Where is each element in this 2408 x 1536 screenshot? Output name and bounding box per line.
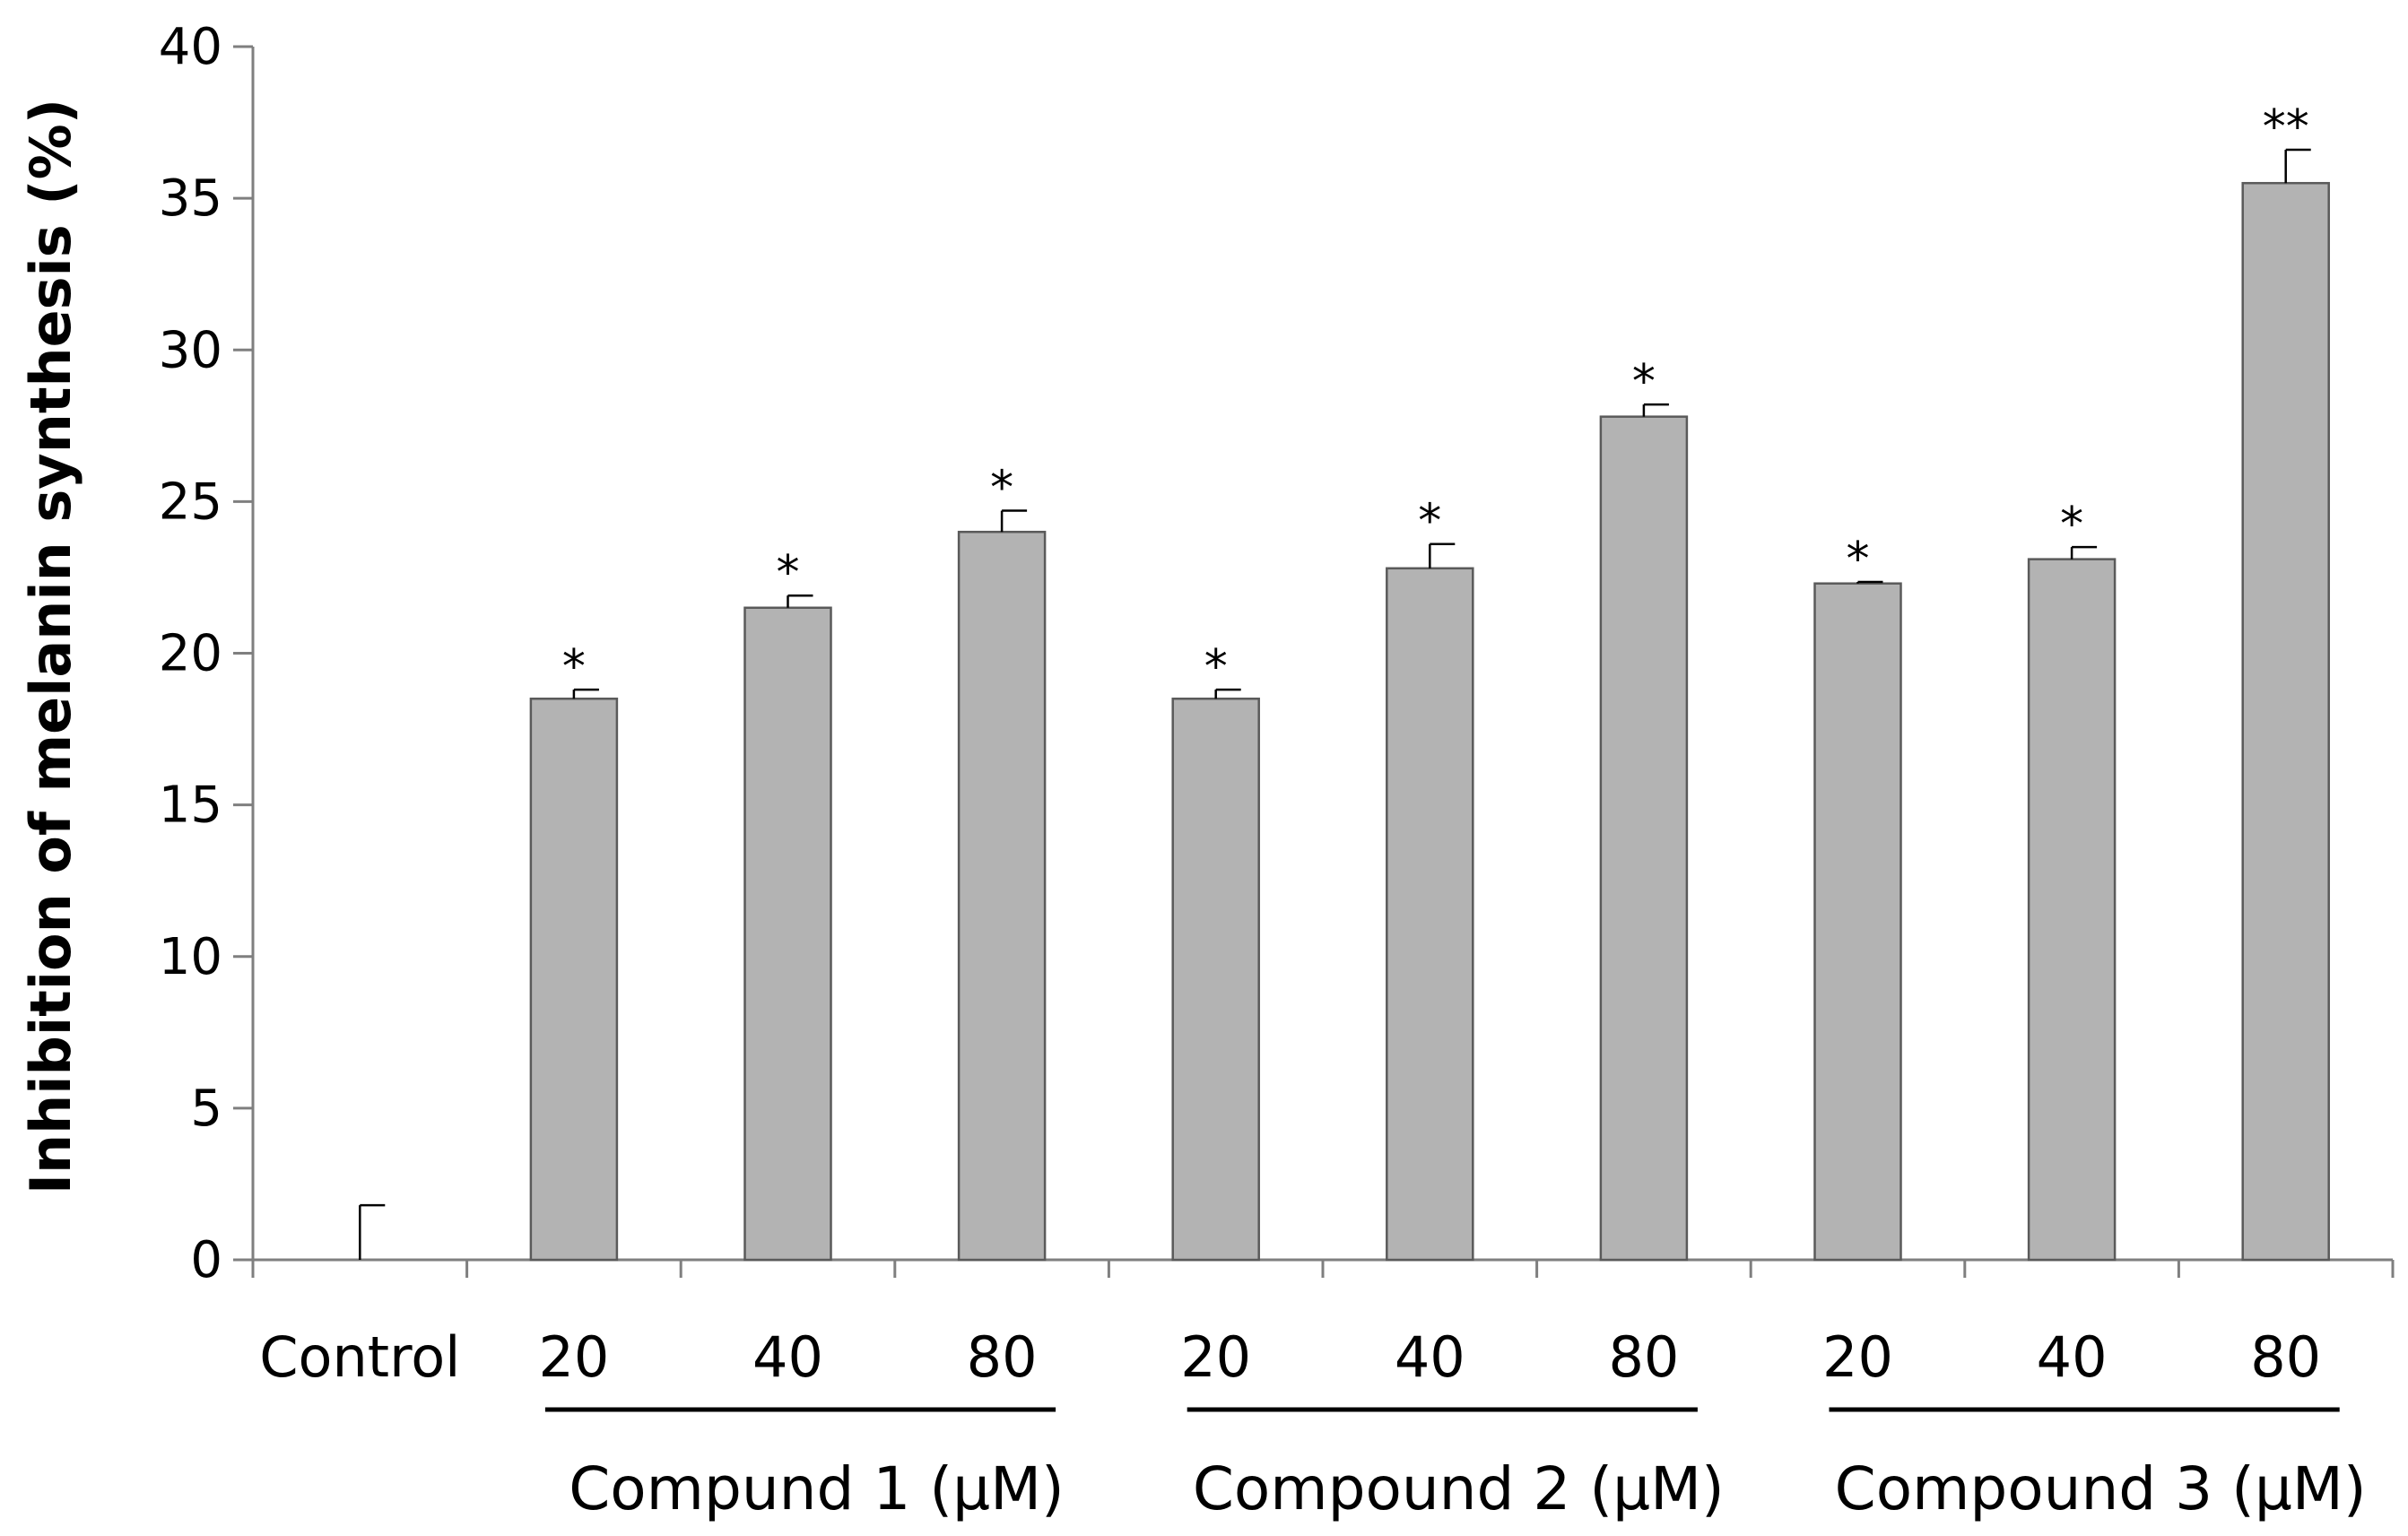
significance-mark: * bbox=[1632, 355, 1656, 409]
y-tick-label: 15 bbox=[159, 777, 222, 835]
category-label: Control bbox=[259, 1324, 460, 1390]
group-label: Compound 3 (μM) bbox=[1835, 1454, 2367, 1523]
category-label: 40 bbox=[752, 1324, 823, 1390]
bar bbox=[1386, 567, 1474, 1262]
bar bbox=[2027, 558, 2117, 1262]
group-label: Compund 1 (μM) bbox=[569, 1454, 1065, 1523]
significance-mark: ** bbox=[2263, 100, 2309, 154]
y-axis-title: Inhibition of melanin synthesis (%) bbox=[18, 99, 83, 1194]
significance-mark: * bbox=[1204, 640, 1228, 694]
significance-mark: * bbox=[990, 462, 1013, 516]
y-tick-label: 35 bbox=[159, 169, 222, 228]
bar bbox=[1813, 582, 1902, 1262]
category-label: 20 bbox=[538, 1324, 609, 1390]
y-tick-label: 5 bbox=[190, 1080, 222, 1138]
significance-mark: * bbox=[562, 640, 586, 694]
bar bbox=[2241, 181, 2330, 1262]
bar bbox=[1599, 415, 1689, 1262]
significance-mark: * bbox=[1418, 495, 1441, 549]
significance-mark: * bbox=[2060, 498, 2083, 551]
significance-mark: * bbox=[777, 546, 800, 600]
bars bbox=[359, 148, 2330, 1262]
category-label: 20 bbox=[1822, 1324, 1893, 1390]
category-label: 40 bbox=[1395, 1324, 1465, 1390]
y-tick-label: 30 bbox=[159, 321, 222, 379]
category-label: 20 bbox=[1180, 1324, 1251, 1390]
group-label: Compound 2 (μM) bbox=[1193, 1454, 1725, 1523]
bar bbox=[529, 697, 619, 1262]
bar bbox=[743, 606, 832, 1262]
category-label: 80 bbox=[967, 1324, 1038, 1390]
category-label: 80 bbox=[1608, 1324, 1679, 1390]
y-tick-label: 0 bbox=[190, 1231, 222, 1289]
y-tick-label: 20 bbox=[159, 625, 222, 683]
y-tick-label: 40 bbox=[159, 18, 222, 76]
significance-mark: * bbox=[1847, 533, 1870, 586]
labels: Control * 20 * 40 * 80 * 20 * 40 * 80 * 20 * 40 ** 80 Compu… bbox=[259, 100, 2366, 1523]
y-tick-label: 10 bbox=[159, 928, 222, 986]
category-label: 40 bbox=[2037, 1324, 2108, 1390]
bar bbox=[957, 530, 1047, 1262]
y-tick-label: 25 bbox=[159, 473, 222, 531]
category-label: 80 bbox=[2250, 1324, 2321, 1390]
bar bbox=[1171, 697, 1260, 1262]
